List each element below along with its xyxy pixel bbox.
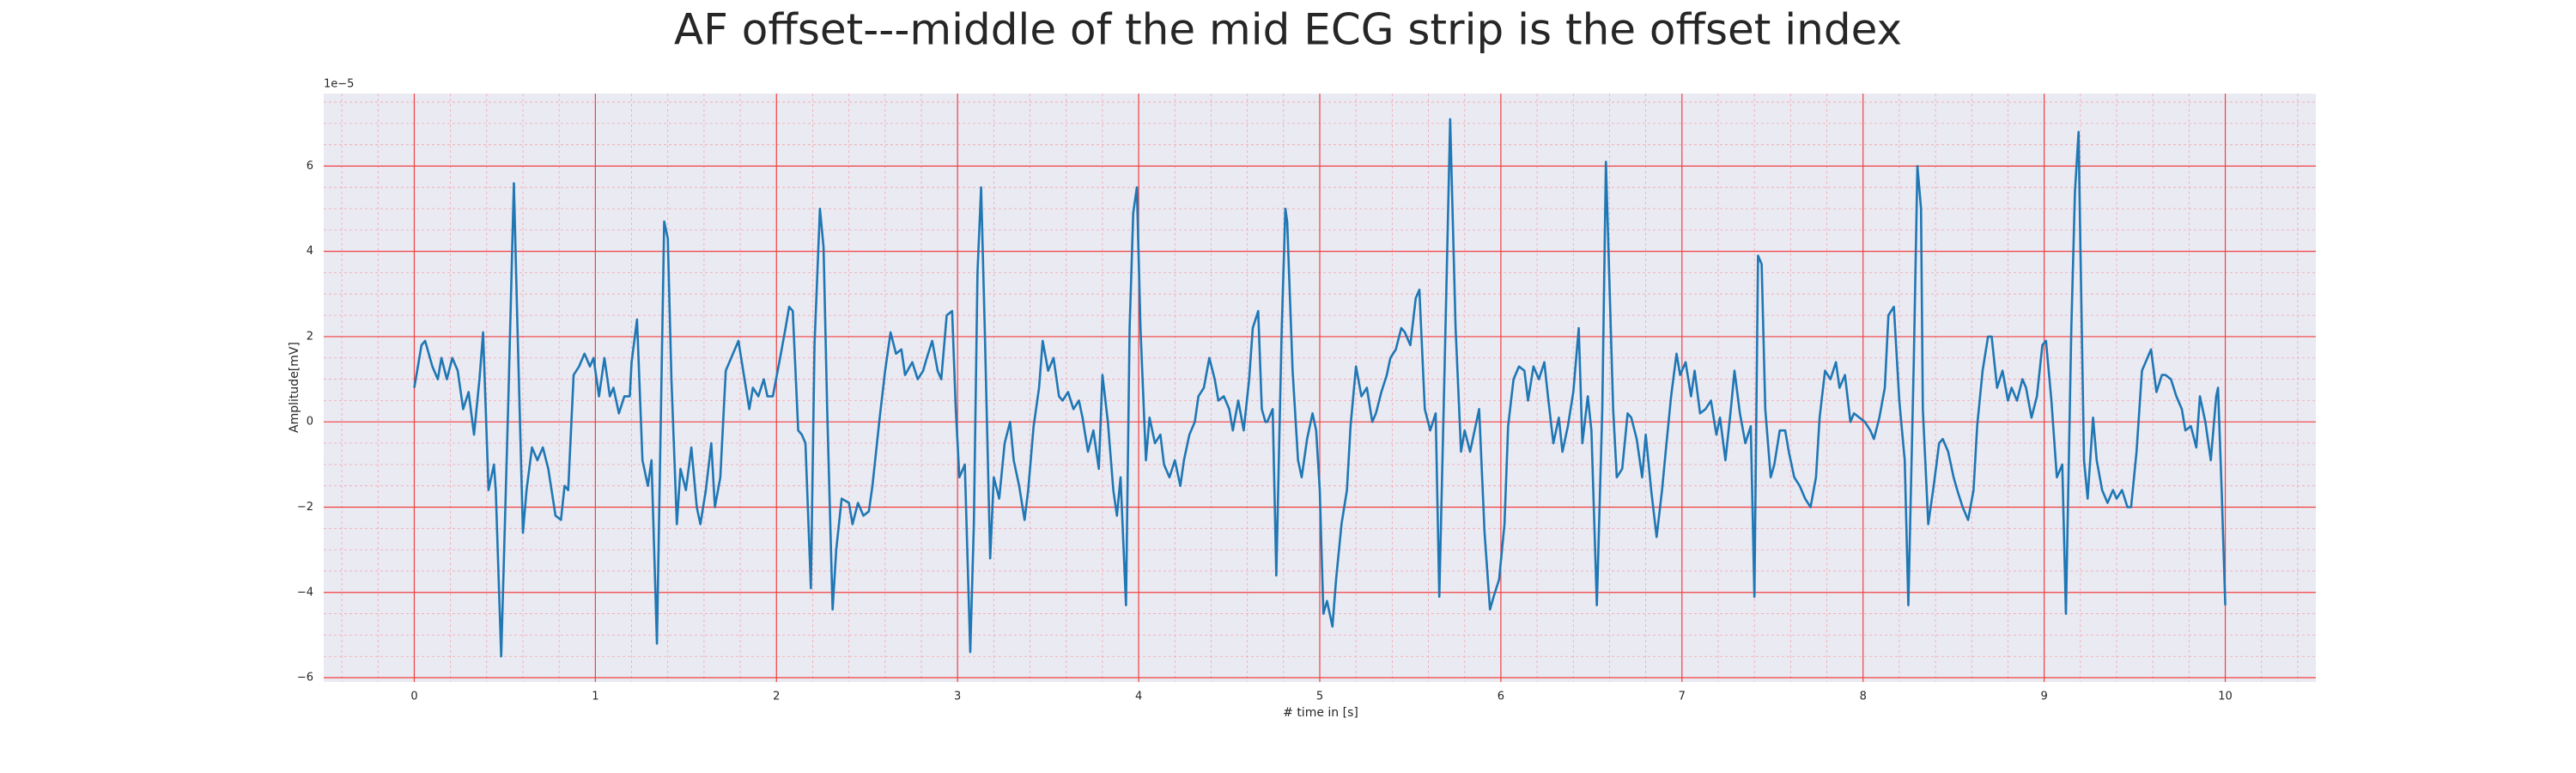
y-tick-label: 4 bbox=[307, 245, 313, 258]
y-tick-label: 6 bbox=[307, 160, 313, 173]
x-tick-label: 1 bbox=[592, 691, 598, 703]
x-tick-label: 7 bbox=[1679, 691, 1686, 703]
y-tick-label: −4 bbox=[297, 586, 313, 599]
x-tick-label: 5 bbox=[1316, 691, 1323, 703]
chart-title: AF offset---middle of the mid ECG strip … bbox=[674, 5, 1902, 55]
plot-area bbox=[324, 94, 2316, 682]
y-axis-label: Amplitude[mV] bbox=[288, 342, 301, 433]
ecg-line bbox=[413, 118, 2227, 658]
y-tick-label: 0 bbox=[307, 416, 313, 429]
x-tick-label: 10 bbox=[2218, 691, 2233, 703]
x-axis-label: # time in [s] bbox=[1283, 706, 1358, 720]
x-tick-label: 8 bbox=[1860, 691, 1867, 703]
y-tick-label: −6 bbox=[297, 672, 313, 685]
y-tick-label: 2 bbox=[307, 330, 313, 343]
y-offset-label: 1e−5 bbox=[324, 78, 354, 91]
x-tick-label: 2 bbox=[773, 691, 780, 703]
y-tick-label: −2 bbox=[297, 501, 313, 514]
x-tick-label: 3 bbox=[954, 691, 961, 703]
x-tick-label: 9 bbox=[2040, 691, 2047, 703]
x-tick-label: 4 bbox=[1135, 691, 1142, 703]
x-tick-label: 6 bbox=[1498, 691, 1504, 703]
x-tick-label: 0 bbox=[410, 691, 417, 703]
